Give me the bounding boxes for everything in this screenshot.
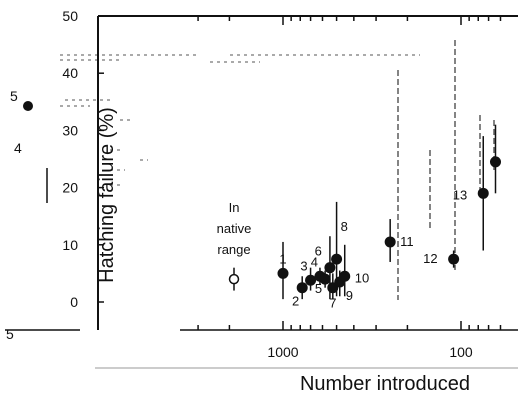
y-tick-label: 50 [62, 8, 78, 24]
y-tick-label: 30 [62, 122, 78, 138]
data-point [319, 273, 331, 285]
data-points [277, 156, 501, 294]
point-label: 11 [400, 234, 414, 249]
data-point [384, 236, 396, 248]
error-bars [282, 124, 497, 300]
data-point [448, 253, 460, 265]
fragment-text: 4 [14, 140, 22, 156]
point-label: 8 [341, 219, 348, 234]
y-tick-label: 10 [62, 237, 78, 253]
fragment-dot [23, 101, 33, 111]
native-range-label: In [229, 200, 240, 215]
x-tick-label: 1000 [267, 344, 298, 360]
point-label: 2 [292, 294, 299, 309]
data-point [477, 187, 489, 199]
point-label: 10 [355, 270, 369, 285]
data-point [339, 270, 351, 282]
native-range-group: In native range [217, 200, 252, 291]
data-point [324, 262, 336, 274]
point-label: 13 [453, 187, 467, 202]
point-label: 6 [315, 244, 322, 259]
y-tick-labels: 0 10 20 30 40 50 [62, 8, 78, 310]
y-tick-label: 0 [70, 294, 78, 310]
y-tick-label: 20 [62, 180, 78, 196]
x-axis-label: Number introduced [300, 373, 470, 395]
y-tick-label: 40 [62, 65, 78, 81]
native-range-label: native [217, 221, 252, 236]
point-label: 3 [300, 258, 307, 273]
scan-artifacts: 5 4 5 [5, 40, 495, 342]
x-tick-labels: 1000 100 [267, 344, 472, 360]
data-point [296, 282, 308, 294]
point-label: 1 [279, 251, 286, 266]
point-label: 7 [329, 296, 336, 311]
x-tick-label: 100 [449, 344, 473, 360]
native-range-label: range [217, 242, 250, 257]
y-axis-label: Hatching failure (%) [96, 107, 118, 283]
point-label: 4 [311, 254, 318, 269]
fragment-text: 5 [6, 326, 14, 342]
data-point [305, 274, 317, 286]
data-point [277, 267, 289, 279]
native-point [228, 273, 240, 285]
point-label: 5 [315, 281, 322, 296]
point-label: 12 [423, 251, 437, 266]
axes [95, 15, 518, 369]
fragment-text: 5 [10, 88, 18, 104]
data-point [331, 253, 343, 265]
data-point [489, 156, 501, 168]
point-label: 9 [346, 288, 353, 303]
